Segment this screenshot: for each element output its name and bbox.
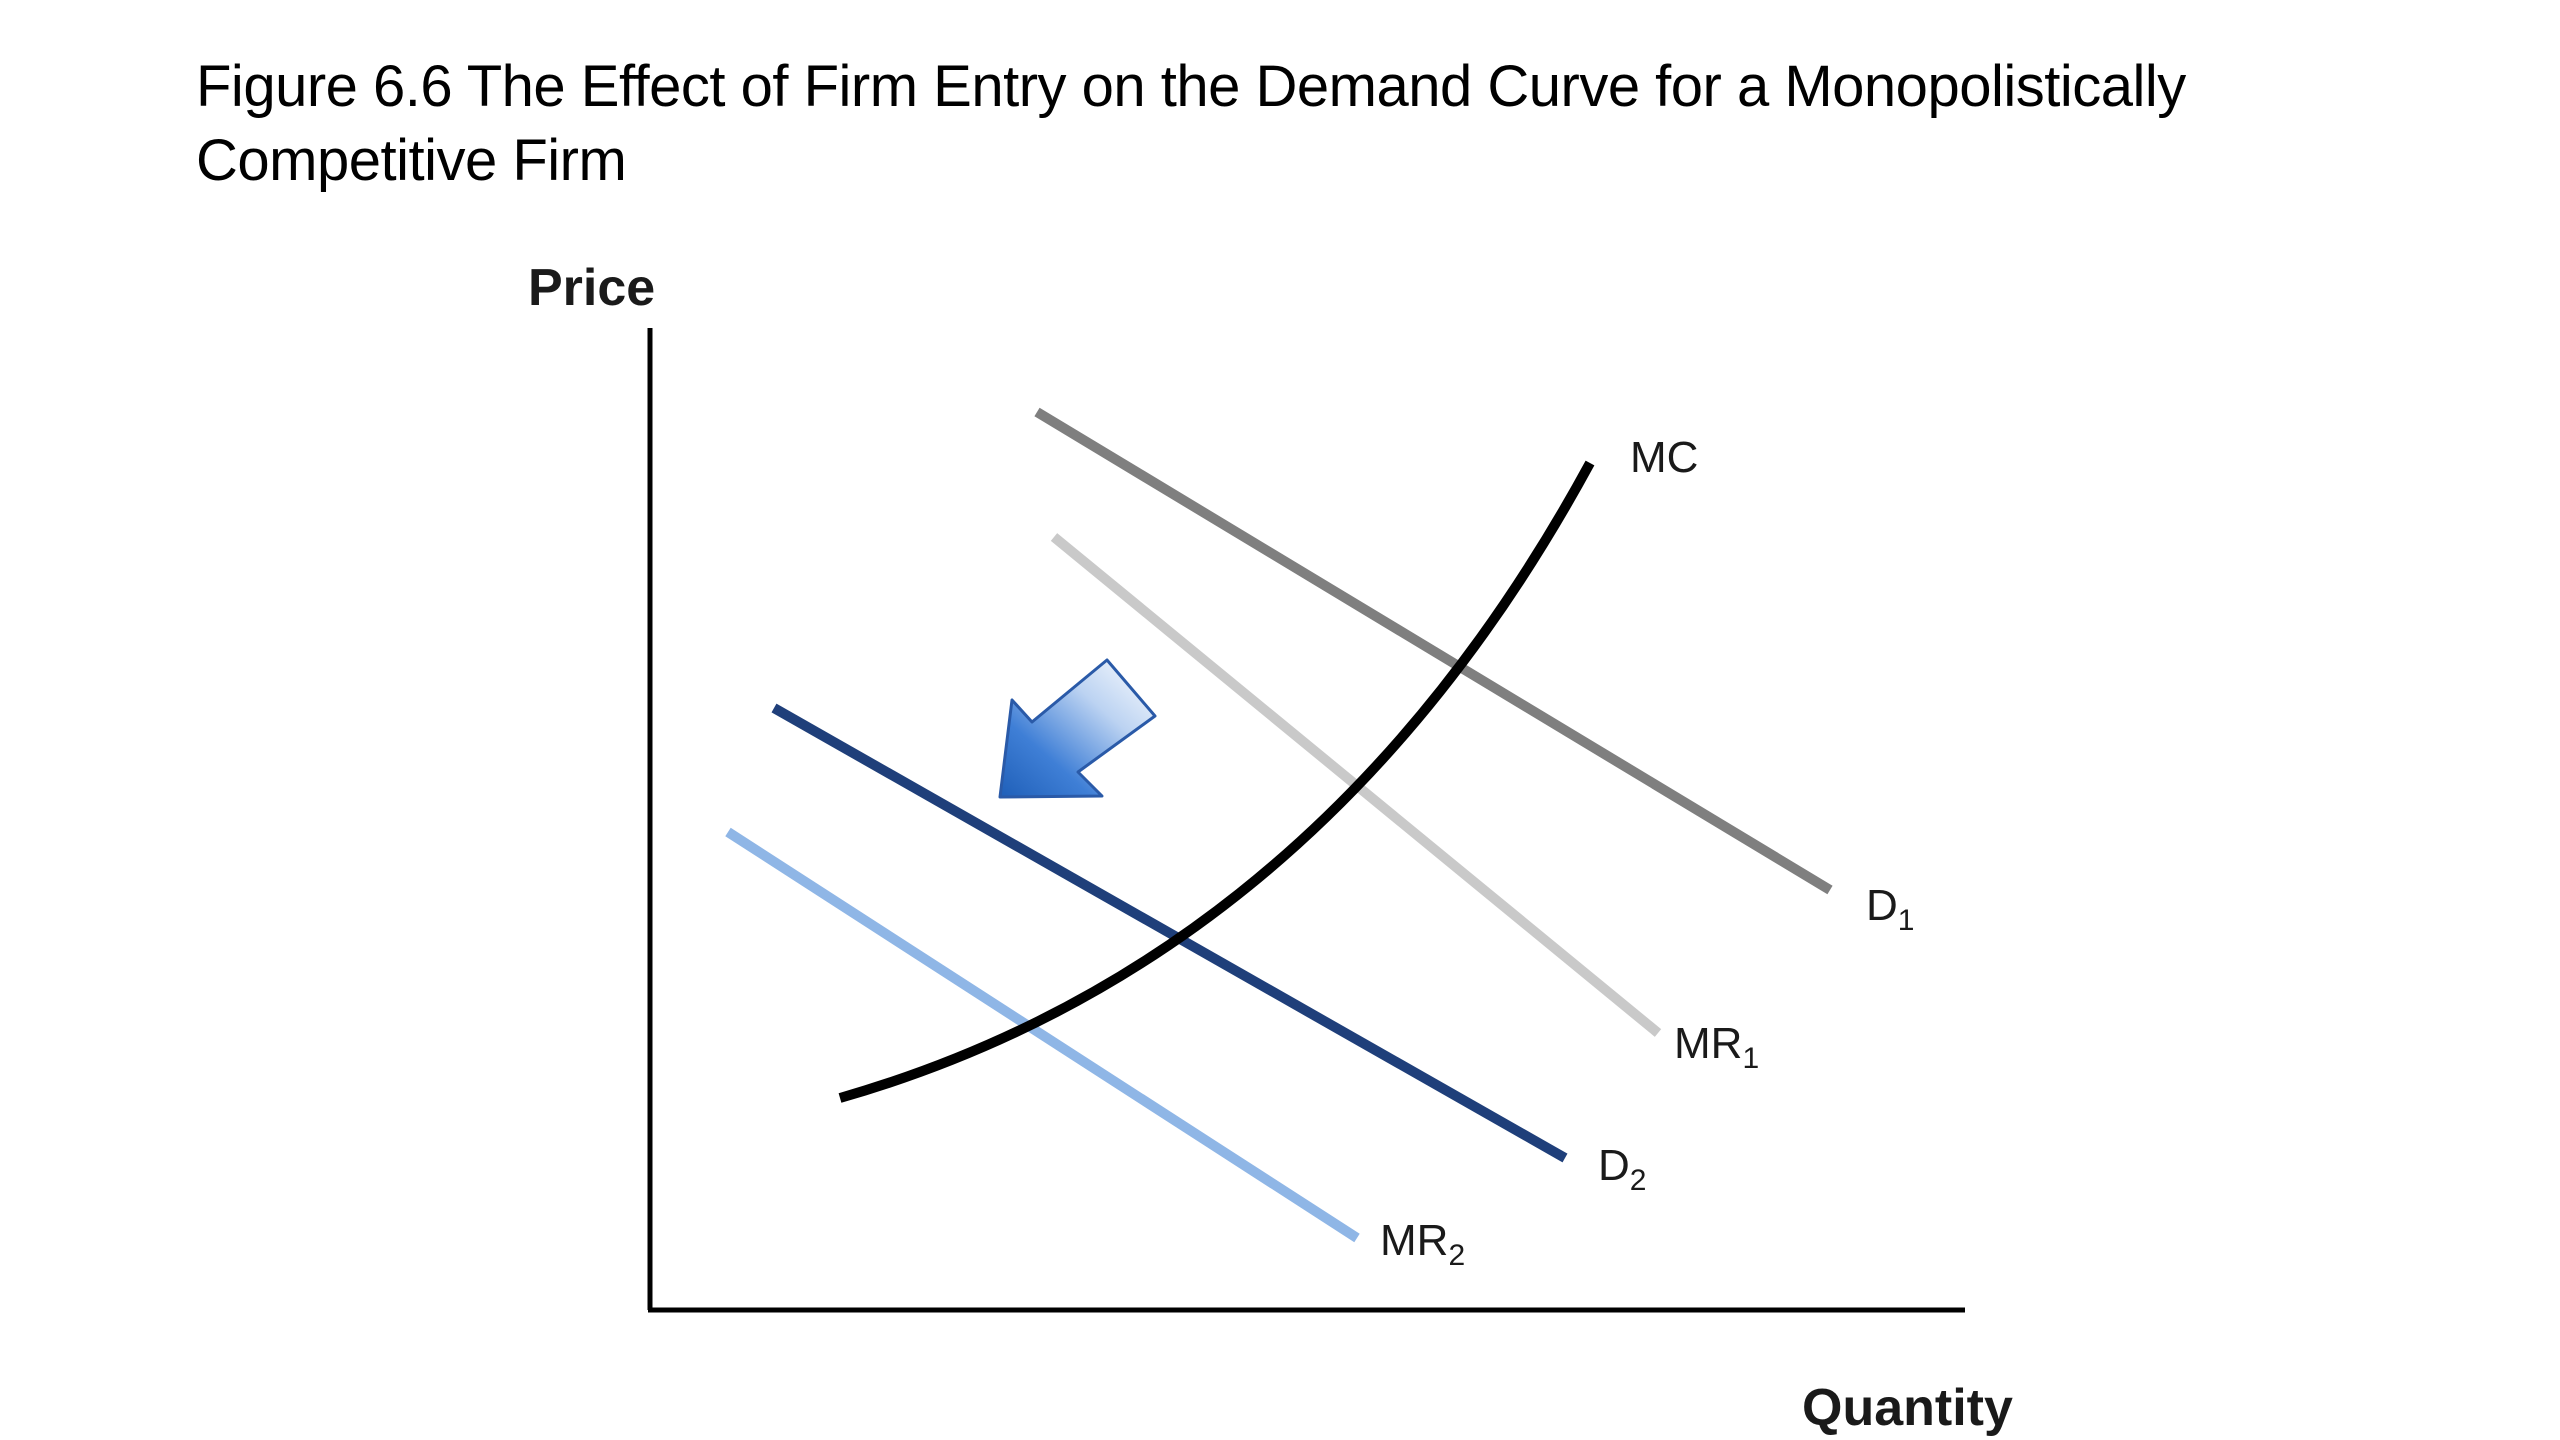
mr1-label-subscript: 1 (1742, 1042, 1759, 1075)
figure-title: Figure 6.6 The Effect of Firm Entry on t… (196, 50, 2396, 198)
figure-title-line-2: Competitive Firm (196, 128, 627, 193)
figure-title-line-1: Figure 6.6 The Effect of Firm Entry on t… (196, 54, 2186, 119)
d2-label-subscript: 2 (1630, 1164, 1647, 1197)
mr1-label: MR1 (1674, 1019, 1759, 1075)
x-axis-title: Quantity (1802, 1379, 2013, 1437)
mr2-label-text: MR (1380, 1216, 1448, 1265)
arrow-down-left-icon (998, 658, 1157, 799)
mc-label-text: MC (1630, 433, 1698, 482)
mr2-label: MR2 (1380, 1216, 1465, 1272)
d2-label-text: D (1598, 1141, 1630, 1190)
y-axis-title: Price (528, 259, 655, 317)
d1-label-text: D (1866, 881, 1898, 930)
d1-label: D1 (1866, 881, 1914, 937)
d2-curve (771, 703, 1568, 1163)
mc-label: MC (1630, 433, 1698, 482)
d1-curve (1034, 407, 1833, 895)
mc-curve (838, 460, 1595, 1103)
mr2-curve (725, 827, 1360, 1243)
mr2-label-subscript: 2 (1448, 1239, 1465, 1272)
d1-label-subscript: 1 (1898, 904, 1915, 937)
mr1-label-text: MR (1674, 1019, 1742, 1068)
d2-label: D2 (1598, 1141, 1646, 1197)
